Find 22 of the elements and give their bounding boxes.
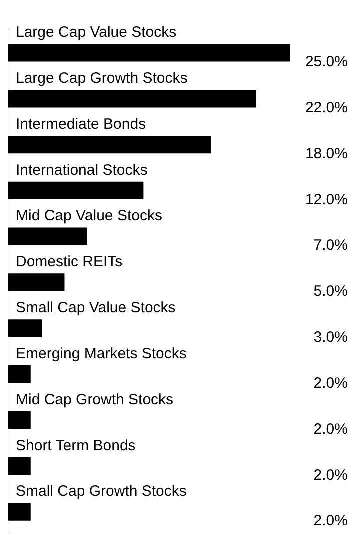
data-label: 22.0% — [305, 100, 348, 117]
data-label: 25.0% — [305, 54, 348, 71]
y-tick-label: Large Cap Value Stocks — [16, 24, 177, 42]
y-tick-label: Large Cap Growth Stocks — [16, 70, 188, 88]
y-tick-label: Domestic REITs — [16, 254, 123, 271]
y-tick-label: Small Cap Value Stocks — [16, 300, 176, 317]
y-tick-label: Intermediate Bonds — [16, 116, 146, 133]
data-label: 3.0% — [314, 329, 348, 346]
data-label: 18.0% — [305, 145, 348, 162]
y-tick-label: Mid Cap Value Stocks — [16, 208, 162, 225]
data-label: 5.0% — [314, 283, 348, 300]
data-label: 2.0% — [314, 512, 348, 530]
y-tick-label: Small Cap Growth Stocks — [16, 483, 187, 500]
y-tick-label: International Stocks — [16, 162, 148, 179]
data-label: 2.0% — [314, 374, 348, 392]
data-label: 7.0% — [314, 237, 348, 254]
data-label: 12.0% — [305, 191, 348, 208]
y-tick-label: Emerging Markets Stocks — [16, 345, 187, 362]
data-label: 2.0% — [314, 466, 348, 484]
data-label: 2.0% — [314, 420, 348, 438]
y-tick-label: Short Term Bonds — [16, 437, 136, 454]
y-tick-label: Mid Cap Growth Stocks — [16, 391, 174, 408]
